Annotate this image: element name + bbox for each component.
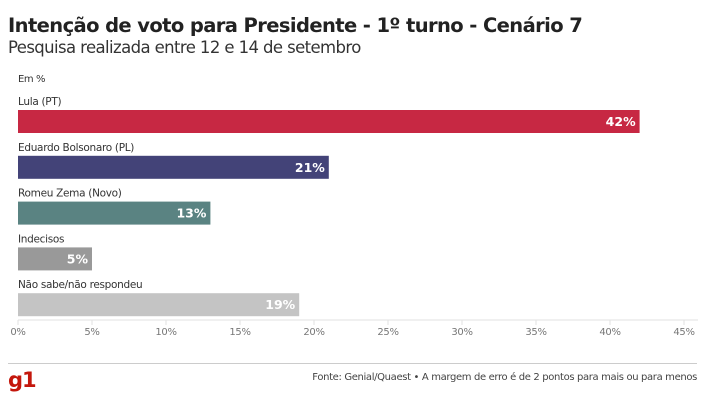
bar bbox=[18, 293, 300, 317]
chart-title: Intenção de voto para Presidente - 1º tu… bbox=[8, 14, 583, 37]
x-tick-label: 40% bbox=[599, 327, 620, 338]
x-tick-label: 30% bbox=[451, 327, 472, 338]
x-tick-label: 5% bbox=[84, 327, 99, 338]
category-label: Eduardo Bolsonaro (PL) bbox=[18, 142, 134, 154]
bar bbox=[18, 110, 640, 133]
x-tick-label: 45% bbox=[673, 327, 694, 338]
x-tick-label: 20% bbox=[303, 327, 324, 338]
bar bbox=[18, 247, 92, 271]
footer-divider bbox=[8, 363, 697, 364]
value-label: 13% bbox=[176, 206, 206, 221]
value-label: 5% bbox=[67, 251, 89, 266]
bar-chart: Lula (PT) 42% Eduardo Bolsonaro (PL) 21% Rom… bbox=[10, 96, 698, 338]
x-tick-label: 35% bbox=[525, 327, 546, 338]
x-tick-label: 10% bbox=[155, 327, 176, 338]
x-tick-label: 25% bbox=[377, 327, 398, 338]
bar bbox=[18, 155, 329, 179]
category-label: Lula (PT) bbox=[18, 96, 61, 108]
x-tick-label: 0% bbox=[10, 327, 25, 338]
g1-logo: g1 bbox=[8, 368, 37, 392]
category-label: Indecisos bbox=[18, 233, 64, 245]
bar bbox=[18, 201, 211, 225]
value-label: 19% bbox=[265, 297, 295, 312]
unit-label: Em % bbox=[18, 74, 46, 85]
category-label: Romeu Zema (Novo) bbox=[18, 188, 122, 200]
value-label: 21% bbox=[295, 160, 325, 175]
value-label: 42% bbox=[606, 114, 636, 129]
source-note: Fonte: Genial/Quaest • A margem de erro … bbox=[312, 372, 697, 383]
category-label: Não sabe/não respondeu bbox=[18, 279, 142, 291]
x-tick-label: 15% bbox=[229, 327, 250, 338]
chart-subtitle: Pesquisa realizada entre 12 e 14 de sete… bbox=[8, 38, 361, 57]
